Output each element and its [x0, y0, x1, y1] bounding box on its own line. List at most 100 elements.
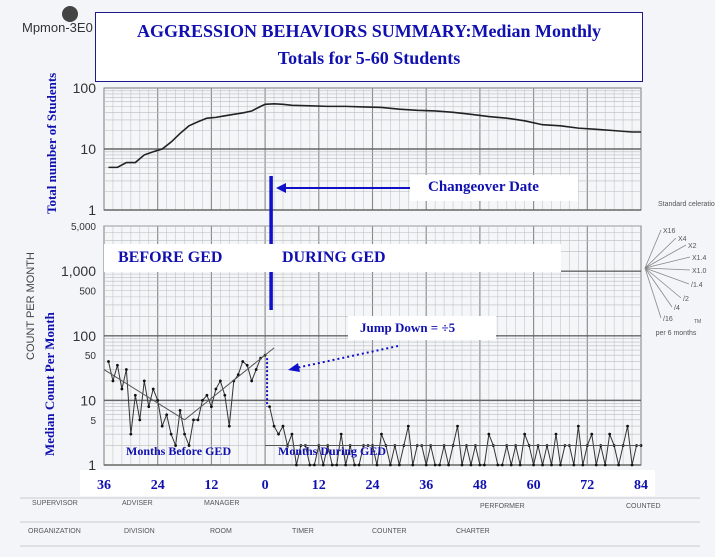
jump-box	[348, 316, 496, 340]
data-point	[518, 463, 522, 467]
x-tick-label: 24	[151, 478, 165, 493]
y-tick-label-bottom: 100	[73, 328, 97, 344]
celeration-mark-label: /16	[663, 316, 673, 323]
changeover-label: Changeover Date	[428, 179, 539, 195]
data-point	[559, 463, 562, 467]
data-point	[397, 463, 401, 467]
data-point	[456, 424, 459, 428]
celeration-title: Standard celeration	[658, 201, 715, 208]
data-point	[554, 432, 558, 436]
data-point	[250, 379, 254, 383]
celeration-mark-label: /2	[683, 296, 689, 303]
footer-organization: ORGANIZATION	[28, 528, 81, 535]
data-point	[590, 432, 594, 436]
data-point	[169, 432, 173, 436]
data-point	[353, 463, 356, 467]
data-point	[165, 413, 169, 417]
x-tick-label: 84	[634, 478, 648, 493]
data-point	[218, 379, 222, 383]
data-point	[482, 463, 486, 467]
months-during-label: Months During GED	[278, 444, 387, 458]
phase-band	[104, 244, 561, 272]
title-line-2: Totals for 5-60 Students	[277, 48, 461, 68]
data-point	[389, 463, 392, 467]
data-point	[339, 432, 343, 436]
celeration-fan-line	[644, 267, 662, 319]
changeover-box	[410, 175, 578, 201]
data-point	[156, 398, 160, 402]
footer-counted: COUNTED	[626, 503, 661, 510]
x-tick-label: 36	[419, 478, 433, 493]
y-tick-label-bottom: 50	[85, 351, 97, 362]
data-point	[160, 424, 164, 428]
x-tick-label: 60	[527, 478, 541, 493]
celeration-mark-label: X16	[663, 228, 676, 235]
data-point	[550, 463, 553, 467]
x-tick-label: 72	[580, 478, 594, 493]
data-point	[107, 360, 110, 363]
celeration-fan-line	[644, 267, 682, 299]
celeration-mark-label: X1.0	[692, 268, 707, 275]
celeration-mark-label: /1.4	[691, 282, 703, 289]
data-point	[523, 432, 527, 436]
data-point	[268, 405, 271, 409]
data-point	[438, 463, 442, 467]
footer-supervisor: SUPERVISOR	[32, 500, 78, 507]
celeration-fan-line	[644, 256, 691, 269]
data-point	[500, 463, 504, 467]
celeration-fan-line	[644, 267, 690, 285]
y-tick-label-bottom: 5	[90, 416, 96, 427]
data-point	[608, 432, 612, 436]
data-point	[142, 379, 146, 383]
data-point	[223, 393, 227, 397]
celeration-unit: per 6 months	[656, 330, 697, 337]
phase-label-before: BEFORE GED	[118, 249, 223, 266]
x-tick-label: 36	[97, 478, 111, 493]
data-point	[487, 432, 491, 436]
celeration-fan-line	[644, 267, 673, 308]
footer-adviser: ADVISER	[122, 500, 153, 507]
series-during-ged	[269, 406, 641, 466]
y-label-bottom: Median Count Per Month	[42, 312, 57, 456]
chart-form-logo: Mpmon-3E0	[22, 20, 93, 35]
trend-line	[184, 347, 275, 421]
data-point	[357, 463, 361, 467]
x-tick-band	[80, 470, 655, 496]
x-tick-label: 0	[262, 478, 269, 493]
footer-timer: TIMER	[292, 528, 314, 535]
data-point	[178, 408, 182, 412]
celeration-mark-label: /4	[674, 305, 680, 312]
data-point	[424, 463, 428, 467]
celeration-mark-label: X1.4	[692, 255, 707, 262]
celeration-mark-label: X2	[688, 243, 697, 250]
data-point	[447, 463, 450, 467]
data-point	[572, 463, 576, 467]
data-point	[245, 363, 249, 367]
data-point	[375, 463, 379, 467]
data-point	[241, 360, 245, 363]
data-point	[617, 463, 621, 467]
data-point	[116, 363, 119, 367]
data-point	[183, 432, 186, 436]
data-point	[151, 387, 155, 391]
data-point	[626, 424, 629, 428]
jump-arrowhead	[288, 363, 300, 372]
title-line-1: AGGRESSION BEHAVIORS SUMMARY:Median Mont…	[137, 21, 601, 41]
jump-arrow	[295, 345, 399, 369]
data-point	[460, 463, 464, 467]
data-point	[532, 463, 535, 467]
data-point	[312, 463, 316, 467]
data-point	[406, 424, 410, 428]
footer-counter: COUNTER	[372, 528, 407, 535]
celeration-mark-label: X4	[678, 236, 687, 243]
data-point	[120, 387, 124, 391]
data-point	[541, 463, 544, 467]
x-tick-label: 12	[204, 478, 218, 493]
data-point	[254, 368, 258, 371]
data-point	[129, 432, 133, 436]
data-point	[509, 463, 513, 467]
y-tick-label-top: 1	[88, 202, 96, 218]
data-point	[330, 463, 334, 467]
data-point	[236, 373, 240, 377]
